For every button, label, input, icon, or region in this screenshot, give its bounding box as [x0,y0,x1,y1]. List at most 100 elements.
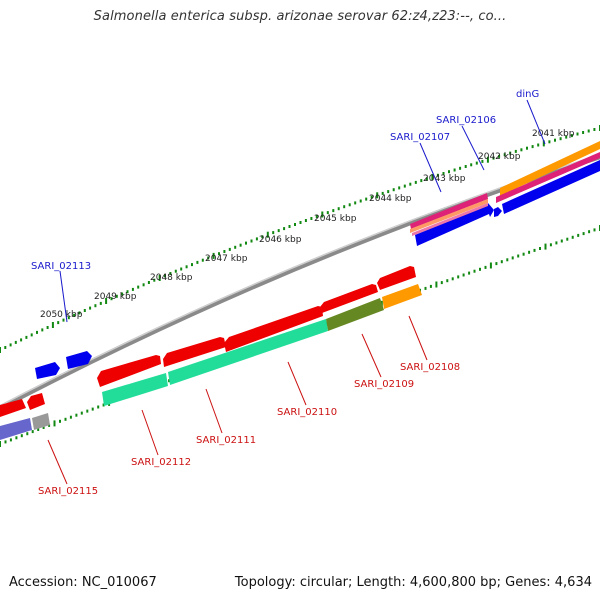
outer-track-minor-tick [255,237,258,241]
outer-track-minor-tick [147,281,150,284]
outer-track-minor-tick [223,250,226,253]
accession-label: Accession: NC_010067 [9,575,157,590]
kbp-label: 2045 kbp [314,214,357,224]
outer-track-minor-tick [201,258,204,262]
reverse-genes [0,266,416,417]
outer-track-minor-tick [169,272,172,275]
outer-track-minor-tick [299,221,302,224]
reverse-gene-arrow[interactable] [320,284,378,313]
forward-genes-left [35,351,92,379]
gene-label-SARI_02107[interactable]: SARI_02107 [390,132,450,143]
outer-track-major-tick [431,174,434,180]
kbp-scale-labels: 2041 kbp 2042 kbp 2043 kbp 2044 kbp 2045… [40,129,575,320]
orange-feature-small[interactable] [410,199,488,233]
reverse-gene-arrow[interactable] [163,337,226,367]
outer-track-minor-tick [62,318,65,322]
gene-label-SARI_02110[interactable]: SARI_02110 [277,407,337,418]
outer-track-minor-tick [142,283,145,287]
forward-gene-arrow[interactable] [494,207,502,217]
outer-track-minor-tick [164,274,166,278]
inner-track-minor-tick [539,247,541,250]
outer-track-minor-tick [470,163,473,167]
forward-gene-arrow[interactable] [502,160,600,214]
inner-track-minor-tick [31,430,34,434]
outer-track-minor-tick [548,140,551,144]
lavender-feature[interactable] [0,418,32,440]
green-feature[interactable] [102,373,168,406]
outer-track-minor-tick [414,180,417,184]
inner-track-minor-tick [473,269,476,273]
outer-track-minor-tick [409,182,412,186]
kbp-label: 2042 kbp [478,152,521,162]
inner-track-minor-tick [522,252,525,256]
outer-track-minor-tick [398,186,401,190]
outer-track-minor-tick [25,335,28,339]
kbp-label: 2048 kbp [150,273,193,283]
outer-tick-track [0,125,600,353]
outer-track-minor-tick [326,211,329,215]
outer-track-minor-tick [126,290,129,294]
outer-track-minor-tick [288,225,291,228]
gene-label-SARI_02113[interactable]: SARI_02113 [31,261,91,272]
orange-feature[interactable] [382,284,422,309]
inner-track-minor-tick [91,407,94,411]
reverse-gene-arrow[interactable] [27,393,45,410]
outer-track-minor-tick [442,172,445,175]
grey-feature[interactable] [32,413,50,430]
outer-track-minor-tick [520,148,523,152]
kbp-label: 2047 kbp [205,254,248,264]
outer-track-minor-tick [582,131,585,134]
outer-track-minor-tick [554,138,556,142]
gene-label-dinG[interactable]: dinG [516,89,539,100]
inner-track-minor-tick [495,262,498,266]
outer-track-minor-tick [459,166,462,170]
outer-track-minor-tick [559,137,562,141]
magenta-feature[interactable] [496,152,600,203]
inner-track-minor-tick [48,423,51,427]
inner-track-minor-tick [97,405,100,409]
reverse-gene-arrow[interactable] [97,355,161,387]
outer-track-minor-tick [78,311,81,315]
inner-track-minor-tick [75,413,78,417]
gene-label-SARI_02115[interactable]: SARI_02115 [38,486,98,497]
forward-gene-arrow[interactable] [415,203,494,246]
outer-track-minor-tick [359,199,362,203]
reverse-gene-arrow[interactable] [0,399,26,417]
olive-feature[interactable] [326,298,384,331]
outer-track-minor-tick [370,195,373,199]
orange-feature[interactable] [500,141,600,196]
gene-label-SARI_02111[interactable]: SARI_02111 [196,435,256,446]
outer-track-minor-tick [261,235,264,239]
outer-track-minor-tick [304,219,307,222]
outer-track-minor-tick [277,229,280,233]
outer-track-minor-tick [587,129,590,133]
forward-gene-arrow[interactable] [35,362,60,379]
outer-track-minor-tick [110,297,113,301]
magenta-feature[interactable] [410,193,488,229]
gene-label-SARI_02109[interactable]: SARI_02109 [354,379,414,390]
pink-feature[interactable] [412,203,489,236]
gene-label-SARI_02106[interactable]: SARI_02106 [436,115,496,126]
reverse-gene-arrow[interactable] [224,306,323,352]
green-feature[interactable] [168,319,328,385]
gene-label-SARI_02112[interactable]: SARI_02112 [131,457,191,468]
outer-track-minor-tick [310,217,313,220]
outer-track-minor-tick [14,340,17,344]
inner-track-major-tick [0,441,1,447]
gene-label-SARI_02108[interactable]: SARI_02108 [400,362,460,373]
outer-track-minor-tick [464,165,467,168]
inner-track-minor-tick [462,273,465,277]
outer-track-major-tick [542,140,545,147]
label-leaders-reverse [47,315,428,485]
outer-track-minor-tick [503,153,506,157]
inner-track-minor-tick [555,241,558,245]
reverse-gene-arrow[interactable] [377,266,416,290]
outer-track-minor-tick [196,260,199,264]
outer-track-major-tick [158,275,161,281]
outer-track-minor-tick [239,243,242,247]
outer-track-minor-tick [20,338,23,342]
outer-track-minor-tick [180,267,183,271]
forward-gene-arrow[interactable] [66,351,92,369]
outer-track-minor-tick [531,145,534,149]
